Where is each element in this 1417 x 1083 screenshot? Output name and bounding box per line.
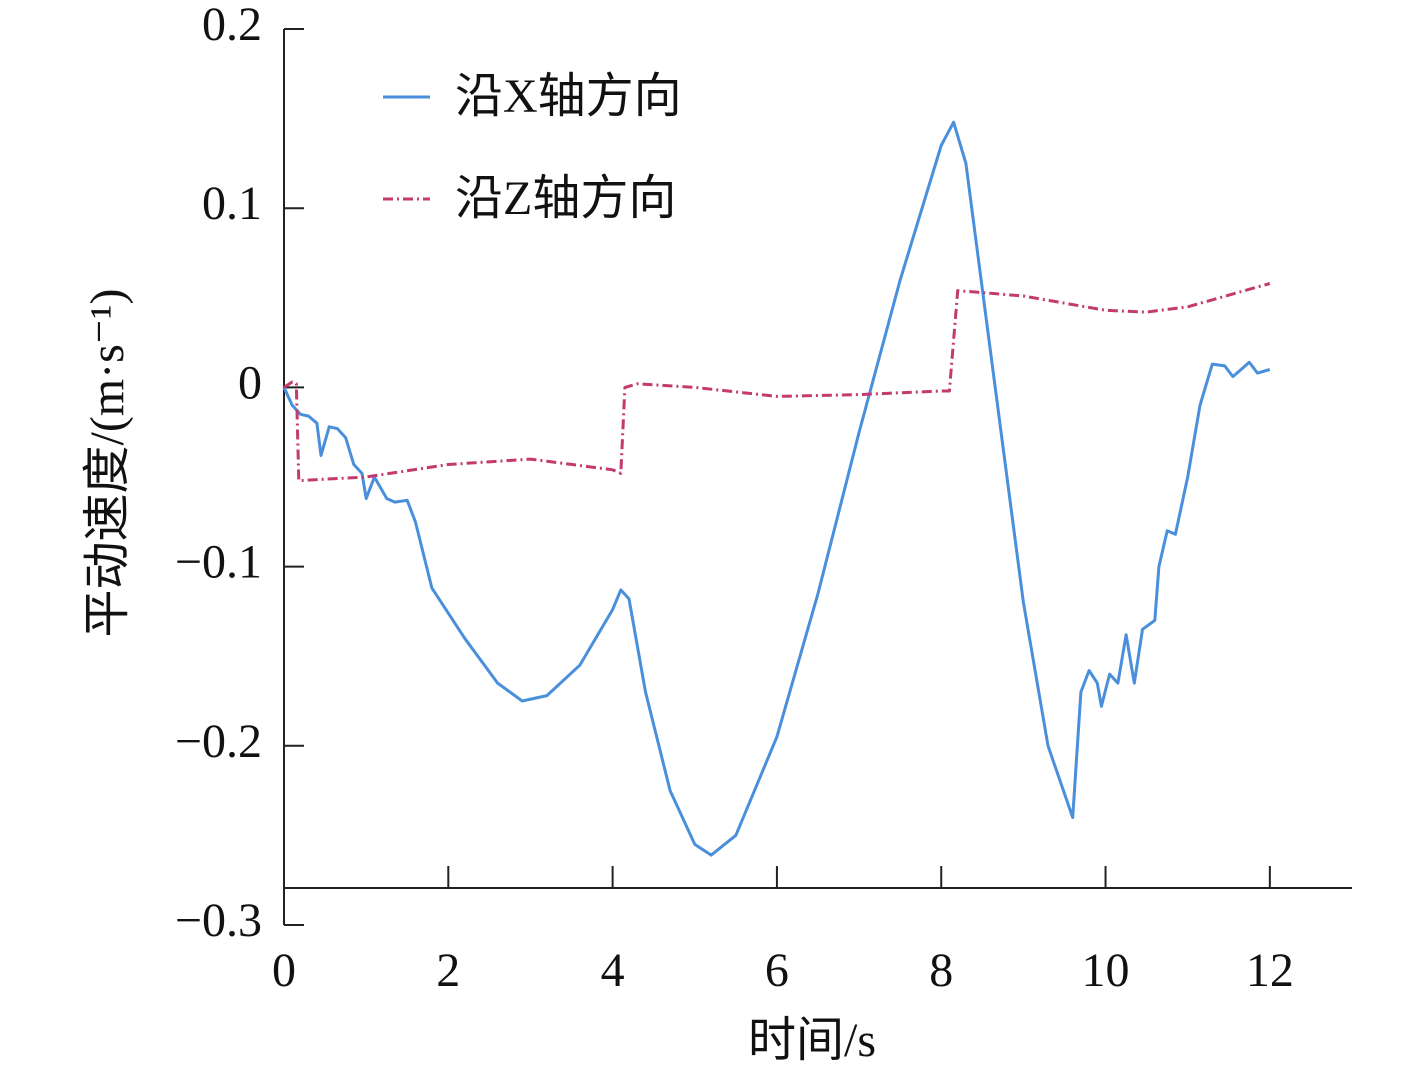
y-tick-label: 0.1 <box>202 177 262 230</box>
y-tick-label: −0.1 <box>175 536 262 589</box>
x-tick-label: 2 <box>436 944 460 997</box>
legend-label: 沿X轴方向 <box>455 70 682 123</box>
y-tick-label: −0.3 <box>175 894 262 947</box>
x-axis-label: 时间/s <box>748 1014 876 1067</box>
y-tick-label: 0.2 <box>202 0 262 51</box>
x-tick-label: 12 <box>1246 944 1294 997</box>
x-tick-label: 4 <box>601 944 625 997</box>
data-line <box>282 120 1271 857</box>
y-axis-label: 平动速度/(m·s⁻¹) <box>81 288 134 637</box>
x-tick-label: 0 <box>272 944 296 997</box>
y-tick-label: 0 <box>238 356 262 409</box>
y-tick-label: −0.2 <box>175 715 262 768</box>
x-tick-label: 10 <box>1082 944 1130 997</box>
legend-label: 沿Z轴方向 <box>455 172 676 225</box>
x-tick-label: 6 <box>765 944 789 997</box>
data-line <box>283 282 1271 483</box>
x-tick-label: 8 <box>929 944 953 997</box>
